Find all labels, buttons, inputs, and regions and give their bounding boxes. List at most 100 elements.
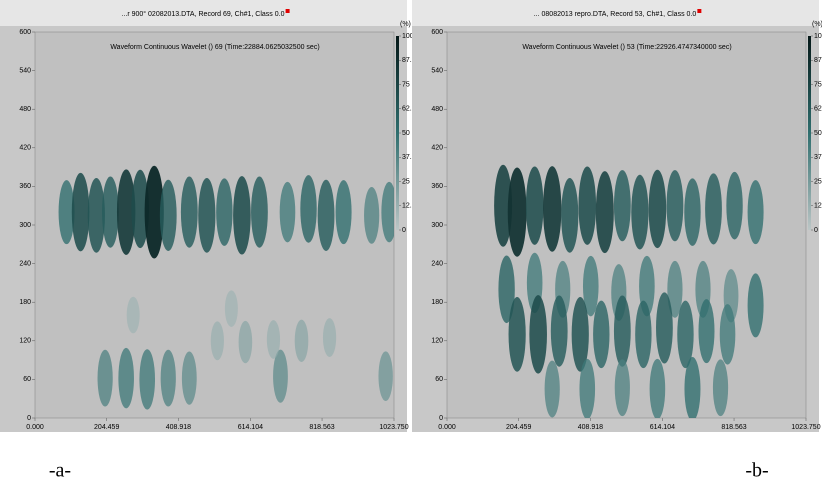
wavelet-blob — [266, 320, 281, 359]
wavelet-blob — [101, 176, 119, 248]
x-tick-label: 408.918 — [166, 424, 191, 431]
wavelet-blob — [666, 170, 684, 242]
marker — [697, 9, 702, 13]
x-tick-label: 1023.750 — [791, 424, 820, 431]
y-tick-label: 300 — [431, 222, 443, 229]
colorbar-tick-label: 0 — [402, 227, 406, 234]
panel-title: ...r 900° 02082013.DTA, Record 69, Ch#1,… — [122, 10, 285, 18]
y-tick-label: 540 — [19, 67, 31, 74]
wavelet-blob — [525, 166, 544, 245]
colorbar-tick-label: 100 — [402, 33, 414, 40]
wavelet-blob — [747, 273, 764, 338]
wavelet-blob — [159, 179, 177, 251]
colorbar-tick-label: 75 — [814, 81, 822, 88]
caption: -b- — [745, 460, 768, 482]
title-bar — [412, 0, 819, 26]
y-tick-label: 420 — [19, 145, 31, 152]
x-tick-label: 408.918 — [578, 424, 603, 431]
colorbar — [808, 36, 811, 230]
y-tick-label: 0 — [439, 415, 443, 422]
title-bar — [0, 0, 407, 26]
wavelet-blob — [210, 321, 224, 361]
wavelet-blob — [719, 304, 736, 365]
wavelet-blob — [144, 165, 164, 259]
colorbar — [396, 36, 399, 230]
wavelet-blob — [116, 169, 136, 255]
colorbar-tick-label: 75 — [402, 81, 410, 88]
y-tick-label: 0 — [27, 415, 31, 422]
wavelet-blob — [294, 319, 309, 362]
wavelet-blob — [198, 177, 216, 253]
wavelet-blob — [180, 176, 198, 248]
wavelet-blob — [216, 178, 233, 246]
wavelet-blob — [698, 299, 715, 364]
colorbar-tick-label: 50 — [814, 130, 822, 137]
x-tick-label: 818.563 — [721, 424, 746, 431]
wavelet-blob — [58, 180, 75, 245]
wavelet-blob — [126, 296, 140, 334]
wavelet-blob — [571, 296, 589, 372]
wavelet-blob — [139, 349, 156, 410]
y-tick-label: 120 — [19, 338, 31, 345]
colorbar-tick-label: 37.5 — [814, 154, 822, 161]
y-tick-label: 480 — [431, 106, 443, 113]
wavelet-blob — [613, 170, 631, 242]
wavelet-blob — [550, 295, 568, 367]
wavelet-blob — [317, 179, 335, 251]
wavelet-blob — [667, 260, 683, 318]
wavelet-blob — [238, 320, 253, 364]
wavelet-blob — [543, 166, 562, 252]
wavelet-blob — [684, 178, 701, 246]
wavelet-blob — [181, 351, 197, 405]
colorbar-tick-label: 50 — [402, 130, 410, 137]
panel: ... 08082013 repro.DTA, Record 53, Ch#1,… — [412, 0, 822, 482]
wavelet-blob — [561, 177, 579, 253]
x-tick-label: 614.104 — [238, 424, 263, 431]
wavelet-blob — [494, 164, 513, 247]
colorbar-tick-label: 12.5 — [402, 203, 416, 210]
wavelet-blob — [529, 295, 547, 374]
y-tick-label: 180 — [431, 299, 443, 306]
panel: ...r 900° 02082013.DTA, Record 69, Ch#1,… — [0, 0, 416, 482]
wavelet-blob — [364, 186, 380, 244]
wavelet-blob — [273, 349, 288, 403]
wavelet-blob — [593, 300, 610, 369]
colorbar-tick-label: 12.5 — [814, 203, 822, 210]
wavelet-blob — [251, 176, 268, 248]
subtitle: Waveform Continuous Wavelet () 69 (Time:… — [110, 44, 319, 51]
wavelet-blob — [712, 359, 729, 417]
wavelet-blob — [649, 358, 666, 418]
wavelet-blob — [507, 167, 527, 257]
x-tick-label: 0.000 — [26, 424, 44, 431]
wavelet-blob — [595, 171, 614, 254]
wavelet-blob — [705, 173, 722, 245]
scalogram — [58, 165, 394, 410]
colorbar-tick-label: 100 — [814, 33, 822, 40]
wavelet-blob — [160, 349, 176, 407]
marker — [285, 9, 290, 13]
wavelet-blob — [97, 349, 113, 407]
y-tick-label: 60 — [23, 376, 31, 383]
y-tick-label: 360 — [19, 183, 31, 190]
colorbar-tick-label: 87.5 — [402, 57, 416, 64]
wavelet-blob — [614, 359, 630, 417]
y-tick-label: 240 — [19, 260, 31, 267]
wavelet-blob — [613, 295, 631, 367]
caption: -a- — [49, 460, 71, 482]
x-tick-label: 818.563 — [309, 424, 334, 431]
x-tick-label: 1023.750 — [379, 424, 408, 431]
wavelet-blob — [381, 181, 394, 243]
colorbar-tick-label: 25 — [814, 178, 822, 185]
y-tick-label: 120 — [431, 338, 443, 345]
wavelet-blob — [648, 169, 667, 249]
y-tick-label: 360 — [431, 183, 443, 190]
wavelet-blob — [335, 180, 352, 245]
wavelet-blob — [684, 357, 701, 418]
wavelet-blob — [726, 171, 743, 240]
wavelet-blob — [322, 318, 337, 357]
wavelet-blob — [747, 180, 764, 245]
wavelet-blob — [498, 255, 515, 324]
wavelet-blob — [631, 174, 649, 250]
x-tick-label: 614.104 — [650, 424, 675, 431]
